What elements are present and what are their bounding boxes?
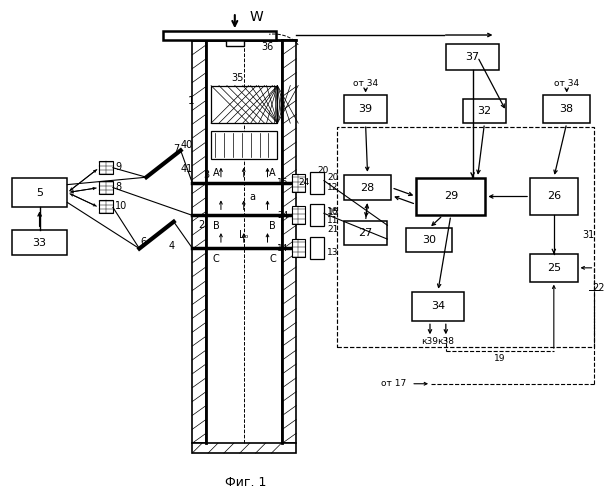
Text: 41: 41 xyxy=(181,164,193,174)
Text: B: B xyxy=(269,221,276,231)
Text: 36: 36 xyxy=(261,42,273,52)
Text: 21: 21 xyxy=(327,224,338,234)
Text: A: A xyxy=(213,168,219,177)
Text: 5: 5 xyxy=(36,188,43,198)
Text: 30: 30 xyxy=(422,235,436,245)
Bar xyxy=(530,178,578,216)
Text: 3: 3 xyxy=(203,170,209,179)
Bar xyxy=(344,222,387,245)
Text: от 17: от 17 xyxy=(381,380,407,388)
Text: 13: 13 xyxy=(327,248,338,258)
Bar xyxy=(99,180,113,194)
Bar xyxy=(292,174,305,192)
Text: 32: 32 xyxy=(477,106,491,117)
Text: 11: 11 xyxy=(327,216,338,225)
Bar xyxy=(344,174,391,201)
Text: 33: 33 xyxy=(33,238,47,248)
Bar xyxy=(99,161,113,173)
Bar xyxy=(412,292,463,322)
Text: 29: 29 xyxy=(443,192,458,202)
Text: 27: 27 xyxy=(358,228,373,238)
Bar xyxy=(344,96,387,123)
Bar xyxy=(310,172,324,194)
Bar xyxy=(292,239,305,257)
Bar xyxy=(192,443,296,453)
Bar xyxy=(12,230,67,255)
Text: 37: 37 xyxy=(465,52,480,62)
Text: 1: 1 xyxy=(188,96,195,106)
Text: 12: 12 xyxy=(327,183,338,192)
Text: C: C xyxy=(269,254,276,264)
Text: A: A xyxy=(269,168,276,177)
Bar xyxy=(446,44,499,70)
Text: 16: 16 xyxy=(327,207,338,216)
Text: 24: 24 xyxy=(298,178,309,187)
Bar xyxy=(283,40,296,443)
Text: от 34: от 34 xyxy=(353,79,378,88)
Bar xyxy=(406,228,452,252)
Bar xyxy=(310,204,324,226)
Bar xyxy=(310,237,324,259)
Text: 25: 25 xyxy=(547,263,561,273)
Text: Lₒ: Lₒ xyxy=(239,230,249,240)
Text: 39: 39 xyxy=(359,104,373,115)
Bar xyxy=(463,100,506,123)
Text: 20: 20 xyxy=(317,166,329,175)
Bar xyxy=(337,127,595,347)
Text: B: B xyxy=(212,221,220,231)
Text: 38: 38 xyxy=(560,104,574,115)
Text: 20: 20 xyxy=(327,173,338,182)
Text: 28: 28 xyxy=(361,182,374,192)
Text: 2: 2 xyxy=(198,220,204,230)
Text: 7: 7 xyxy=(174,144,180,154)
Text: 35: 35 xyxy=(232,72,244,83)
Text: 26: 26 xyxy=(547,192,561,202)
Text: 19: 19 xyxy=(494,354,505,364)
Text: 40: 40 xyxy=(181,140,193,150)
Bar xyxy=(99,200,113,213)
Text: W: W xyxy=(250,10,263,24)
Text: 10: 10 xyxy=(115,202,127,211)
Text: 6: 6 xyxy=(140,237,146,247)
Text: от 34: от 34 xyxy=(554,79,579,88)
Text: к38: к38 xyxy=(437,336,454,345)
Text: к39: к39 xyxy=(422,336,439,345)
Text: 22: 22 xyxy=(592,282,605,292)
Text: C: C xyxy=(212,254,220,264)
Bar xyxy=(226,32,244,46)
Text: 15: 15 xyxy=(329,208,340,217)
Text: 14: 14 xyxy=(277,244,289,252)
Text: 34: 34 xyxy=(431,302,445,312)
Text: Фиг. 1: Фиг. 1 xyxy=(225,476,266,490)
Text: 15: 15 xyxy=(277,178,289,187)
Text: 4: 4 xyxy=(168,241,175,251)
Text: a: a xyxy=(250,192,256,202)
Bar xyxy=(192,40,206,443)
Bar xyxy=(12,178,67,208)
Bar xyxy=(292,206,305,224)
Text: 9: 9 xyxy=(115,162,121,172)
Bar xyxy=(416,178,485,216)
Text: 31: 31 xyxy=(583,230,595,240)
Bar xyxy=(530,254,578,281)
Bar xyxy=(211,86,278,123)
Bar xyxy=(543,96,590,123)
Text: 8: 8 xyxy=(115,182,121,192)
Bar xyxy=(211,131,278,159)
Bar xyxy=(163,31,276,40)
Text: 24: 24 xyxy=(277,211,289,220)
